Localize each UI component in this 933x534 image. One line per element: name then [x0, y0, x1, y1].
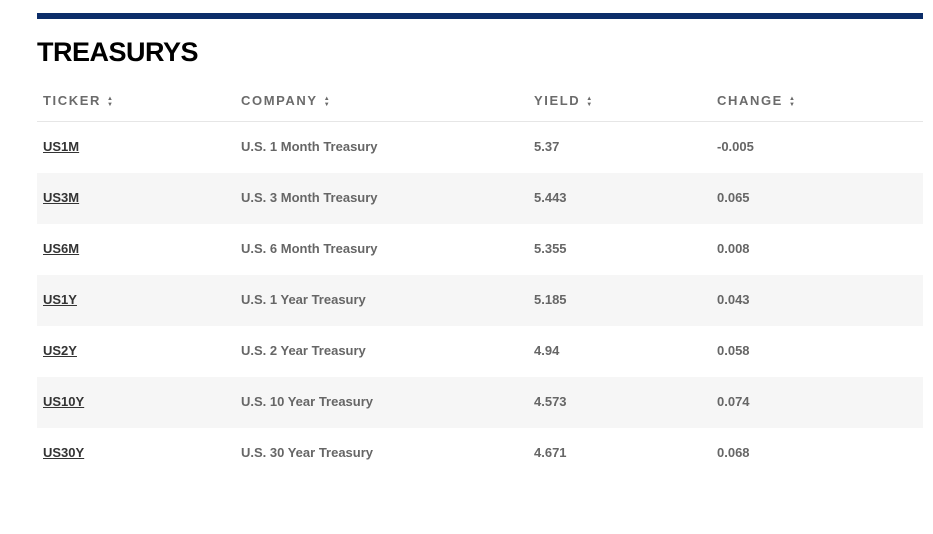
column-header-change[interactable]: CHANGE ▲ ▼	[717, 93, 795, 109]
yield-value: 5.443	[534, 190, 567, 205]
ticker-link[interactable]: US1M	[43, 139, 80, 154]
sort-arrows-icon[interactable]: ▲ ▼	[107, 95, 113, 108]
table-row: US1Y U.S. 1 Year Treasury 5.185 0.043	[37, 275, 923, 326]
change-value: -0.005	[717, 139, 754, 154]
change-value: 0.068	[717, 445, 750, 460]
yield-value: 4.573	[534, 394, 567, 409]
sort-arrows-icon[interactable]: ▲ ▼	[323, 95, 330, 108]
treasury-table: TICKER ▲ ▼ COMPANY ▲ ▼ YIELD ▲ ▼ CHANGE ▲ ▼ US1M…	[37, 69, 923, 479]
company-name: U.S. 3 Month Treasury	[241, 190, 378, 205]
company-name: U.S. 30 Year Treasury	[241, 445, 374, 460]
table-row: US3M U.S. 3 Month Treasury 5.443 0.065	[37, 173, 923, 224]
section-title: TREASURYS	[37, 37, 199, 67]
column-header-label: CHANGE	[717, 93, 783, 108]
table-header: TICKER ▲ ▼ COMPANY ▲ ▼ YIELD ▲ ▼ CHANGE ▲ ▼	[37, 69, 923, 122]
company-name: U.S. 10 Year Treasury	[241, 394, 374, 409]
treasurys-widget: TREASURYS TICKER ▲ ▼ COMPANY ▲ ▼ YIELD ▲ ▼ CHA…	[37, 13, 923, 479]
yield-value: 5.37	[534, 139, 560, 154]
ticker-link[interactable]: US3M	[43, 190, 80, 205]
change-value: 0.058	[717, 343, 750, 358]
table-row: US1M U.S. 1 Month Treasury 5.37 -0.005	[37, 122, 923, 173]
company-name: U.S. 1 Year Treasury	[241, 292, 366, 307]
table-row: US10Y U.S. 10 Year Treasury 4.573 0.074	[37, 377, 923, 428]
change-value: 0.043	[717, 292, 750, 307]
company-name: U.S. 2 Year Treasury	[241, 343, 366, 358]
yield-value: 5.355	[534, 241, 567, 256]
column-header-label: COMPANY	[241, 93, 318, 108]
column-header-label: TICKER	[43, 93, 101, 108]
column-header-yield[interactable]: YIELD ▲ ▼	[534, 93, 592, 109]
sort-arrows-icon[interactable]: ▲ ▼	[586, 95, 593, 108]
yield-value: 4.671	[534, 445, 567, 460]
column-header-company[interactable]: COMPANY ▲ ▼	[241, 93, 330, 109]
change-value: 0.065	[717, 190, 750, 205]
table-row: US2Y U.S. 2 Year Treasury 4.94 0.058	[37, 326, 923, 377]
table-row: US6M U.S. 6 Month Treasury 5.355 0.008	[37, 224, 923, 275]
company-name: U.S. 6 Month Treasury	[241, 241, 378, 256]
sort-arrows-icon[interactable]: ▲ ▼	[788, 95, 795, 108]
change-value: 0.074	[717, 394, 750, 409]
yield-value: 5.185	[534, 292, 567, 307]
table-row: US30Y U.S. 30 Year Treasury 4.671 0.068	[37, 428, 923, 479]
column-header-ticker[interactable]: TICKER ▲ ▼	[43, 93, 113, 109]
ticker-link[interactable]: US10Y	[43, 394, 85, 409]
yield-value: 4.94	[534, 343, 560, 358]
accent-bar	[37, 13, 923, 19]
column-header-label: YIELD	[534, 93, 581, 108]
ticker-link[interactable]: US30Y	[43, 445, 85, 460]
ticker-link[interactable]: US1Y	[43, 292, 77, 307]
ticker-link[interactable]: US2Y	[43, 343, 77, 358]
change-value: 0.008	[717, 241, 750, 256]
ticker-link[interactable]: US6M	[43, 241, 80, 256]
company-name: U.S. 1 Month Treasury	[241, 139, 378, 154]
